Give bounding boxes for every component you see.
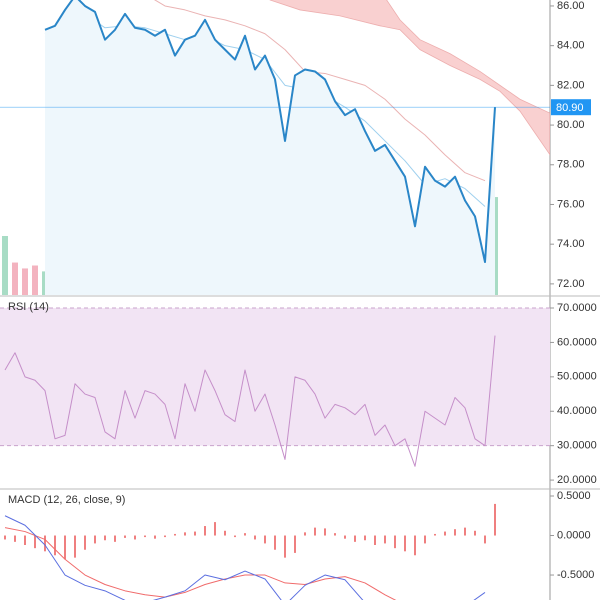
series-line <box>4 527 397 600</box>
price-area <box>45 0 495 295</box>
volume-bar <box>32 265 38 295</box>
histogram-bar <box>54 535 56 556</box>
last-price-box <box>551 99 591 116</box>
histogram-bar <box>64 535 66 560</box>
histogram-bar <box>284 535 286 558</box>
histogram-bar <box>154 535 156 539</box>
histogram-bar <box>434 533 436 536</box>
histogram-bar <box>264 535 266 544</box>
histogram-bar <box>384 535 386 544</box>
histogram-bar <box>254 535 256 540</box>
histogram-bar <box>414 535 416 556</box>
histogram-bar <box>324 528 326 536</box>
series-line <box>44 0 496 264</box>
y-tick-label: 0.5000 <box>557 490 591 502</box>
y-tick-label: 72.00 <box>557 278 585 290</box>
histogram-bar <box>444 531 446 536</box>
histogram-bar <box>84 535 86 550</box>
y-tick-label: 40.0000 <box>557 405 597 417</box>
histogram-bar <box>24 535 26 545</box>
histogram-bar <box>474 530 476 536</box>
rsi-band <box>0 308 550 446</box>
histogram-bar <box>334 533 336 536</box>
cloud <box>269 0 550 156</box>
histogram-bar <box>304 532 306 536</box>
pane <box>4 503 496 600</box>
y-tick-label: 78.00 <box>557 159 585 171</box>
histogram-bar <box>234 535 236 538</box>
series-line <box>4 515 486 600</box>
histogram-bar <box>104 535 106 541</box>
histogram-bar <box>294 535 296 553</box>
histogram-bar <box>454 529 456 536</box>
volume-bar <box>22 268 28 295</box>
y-tick-label: 84.00 <box>557 40 585 52</box>
histogram-bar <box>194 531 196 536</box>
histogram-bar <box>494 503 496 536</box>
histogram-bar <box>94 535 96 544</box>
y-tick-label: 76.00 <box>557 198 585 210</box>
histogram-bar <box>224 530 226 536</box>
histogram-bar <box>214 522 216 536</box>
volume-bar <box>2 236 8 295</box>
histogram-bar <box>464 527 466 536</box>
histogram-bar <box>174 533 176 536</box>
y-tick-label: 82.00 <box>557 79 585 91</box>
histogram-bar <box>34 535 36 549</box>
y-tick-label: 20.0000 <box>557 474 597 486</box>
histogram-bar <box>374 535 376 545</box>
histogram-bar <box>314 527 316 536</box>
series-line <box>4 335 496 467</box>
histogram-bar <box>14 535 16 542</box>
y-tick-label: 0.0000 <box>557 529 591 541</box>
volume-bar <box>12 262 18 295</box>
pane <box>0 0 550 295</box>
histogram-bar <box>424 535 426 544</box>
histogram-bar <box>394 535 396 549</box>
y-tick-label: -0.5000 <box>557 569 594 581</box>
histogram-bar <box>184 532 186 536</box>
y-tick-label: 74.00 <box>557 238 585 250</box>
histogram-bar <box>114 535 116 542</box>
histogram-bar <box>124 535 126 538</box>
histogram-bar <box>204 526 206 536</box>
y-tick-label: 30.0000 <box>557 440 597 452</box>
histogram-bar <box>134 535 136 540</box>
histogram-bar <box>4 535 6 540</box>
histogram-bar <box>144 535 146 538</box>
histogram-bar <box>244 533 246 536</box>
histogram-bar <box>404 535 406 552</box>
y-tick-label: 80.00 <box>557 119 585 131</box>
last-price-label: 80.90 <box>556 102 584 114</box>
y-tick-label: 50.0000 <box>557 371 597 383</box>
histogram-bar <box>344 535 346 539</box>
histogram-bar <box>484 535 486 544</box>
histogram-bar <box>164 535 166 538</box>
histogram-bar <box>74 535 76 558</box>
pane-title: RSI (14) <box>8 301 49 313</box>
histogram-bar <box>354 535 356 542</box>
pane-title: MACD (12, 26, close, 9) <box>8 494 125 506</box>
y-tick-label: 60.0000 <box>557 336 597 348</box>
y-tick-label: 70.0000 <box>557 302 597 314</box>
y-tick-label: 86.00 <box>557 0 585 12</box>
histogram-bar <box>364 535 366 541</box>
histogram-bar <box>274 535 276 550</box>
histogram-bar <box>44 535 46 552</box>
pane <box>0 307 550 467</box>
